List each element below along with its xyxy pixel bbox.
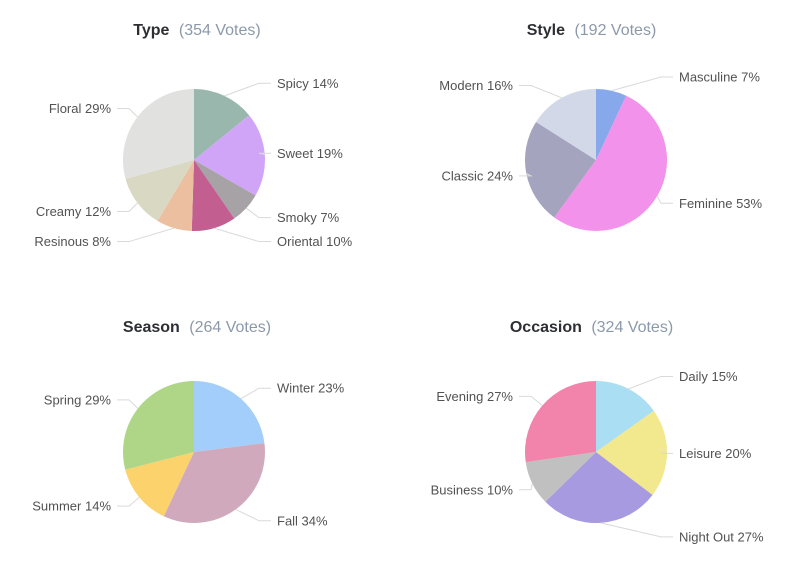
label-leader-line [117,108,138,118]
pie-slice-classic [525,121,596,218]
pie-slice-spring [122,381,194,470]
chart-panel-type: Type (354 Votes) Spicy 14% Sweet 19% Smoky… [0,0,394,291]
pie-slice-oriental [191,160,235,231]
label-leader-line [213,227,271,243]
pie-slice-business [525,452,596,502]
slice-label-oriental: Oriental 10% [277,234,353,249]
chart-title: Style (192 Votes) [394,21,789,40]
label-leader-line [519,172,533,177]
pie-slice-winter [194,381,265,452]
slice-label-business: Business 10% [431,482,514,497]
slice-label-modern: Modern 16% [439,78,513,93]
pie-slice-daily [596,381,654,452]
label-leader-line [117,202,138,212]
chart-title-votes: (264 Votes) [189,319,272,336]
slice-label-leisure: Leisure 20% [679,446,752,461]
chart-title: Type (354 Votes) [0,21,394,40]
label-leader-line [600,522,673,538]
label-leader-line [117,399,139,409]
label-leader-line [240,387,271,400]
slice-label-spring: Spring 29% [44,392,112,407]
chart-title: Occasion (324 Votes) [394,318,789,337]
label-leader-line [628,375,673,390]
pie-slice-modern [536,89,596,160]
pie-slice-night-out [545,452,653,523]
chart-panel-style: Style (192 Votes) Masculine 7% Feminine 5… [394,0,789,291]
label-leader-line [235,508,271,522]
slice-label-evening: Evening 27% [436,389,513,404]
pie-slice-fall [163,443,265,523]
chart-title-votes: (354 Votes) [178,22,261,39]
pie-slice-smoky [194,160,256,219]
label-leader-line [245,207,271,219]
label-leader-line [611,76,673,92]
pie-slice-leisure [596,410,667,495]
slice-label-night-out: Night Out 27% [679,529,764,544]
slice-label-fall: Fall 34% [277,513,328,528]
pie-slice-creamy [125,160,194,221]
pie-slice-sweet [194,115,266,196]
label-leader-line [258,152,271,155]
chart-panel-season: Season (264 Votes) Winter 23% Fall 34% Sum… [0,291,394,582]
slice-label-winter: Winter 23% [277,381,345,396]
label-leader-line [117,496,140,507]
label-leader-line [519,85,562,99]
chart-title-name: Season [122,319,180,336]
label-leader-line [656,195,673,204]
chart-title: Season (264 Votes) [0,318,394,337]
label-leader-line [519,483,533,491]
slice-label-summer: Summer 14% [32,499,111,514]
pie-chart-type: Spicy 14% Sweet 19% Smoky 7% Oriental 10% Re… [34,76,353,249]
slice-label-smoky: Smoky 7% [277,210,340,225]
slice-label-sweet: Sweet 19% [277,146,343,161]
slice-label-spicy: Spicy 14% [277,76,339,91]
chart-title-name: Type [133,22,170,39]
chart-title-votes: (192 Votes) [574,22,657,39]
slice-label-creamy: Creamy 12% [36,204,112,219]
pie-chart-occasion: Daily 15% Leisure 20% Night Out 27% Busines… [431,369,764,544]
chart-title-votes: (324 Votes) [591,319,674,336]
pie-slice-floral [123,89,194,179]
pie-slice-evening [524,381,596,463]
pie-slice-resinous [157,160,194,231]
pie-chart-style: Masculine 7% Feminine 53% Classic 24% Moder… [439,70,763,232]
pie-slice-masculine [596,89,627,160]
pie-slice-summer [125,452,194,517]
chart-title-name: Occasion [509,319,582,336]
slice-label-masculine: Masculine 7% [679,70,760,85]
pie-chart-season: Winter 23% Fall 34% Summer 14% Spring 29% [32,381,345,529]
slice-label-daily: Daily 15% [679,369,738,384]
pie-slice-feminine [554,95,668,232]
slice-label-classic: Classic 24% [441,168,513,183]
label-leader-line [117,227,175,243]
pie-slice-spicy [194,89,250,160]
chart-panel-occasion: Occasion (324 Votes) Daily 15% Leisure 20… [394,291,789,582]
label-leader-line [224,82,271,97]
slice-label-resinous: Resinous 8% [34,234,111,249]
chart-title-name: Style [526,22,565,39]
slice-label-floral: Floral 29% [49,101,112,116]
label-leader-line [519,395,543,406]
slice-label-feminine: Feminine 53% [679,196,763,211]
